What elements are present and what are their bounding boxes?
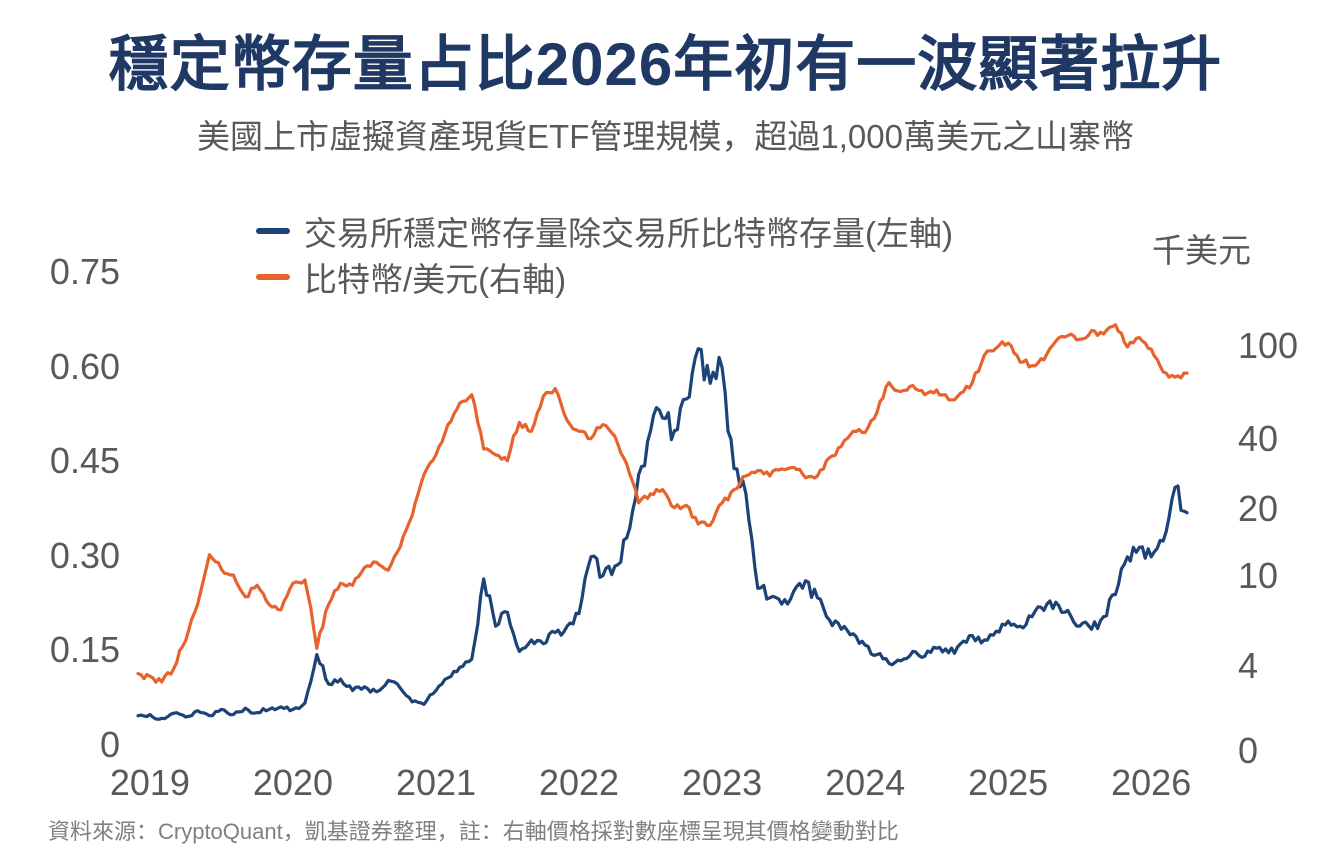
x-axis-tick: 2019 [109,762,190,803]
source-note: 資料來源：CryptoQuant，凱基證券整理，註：右軸價格採對數座標呈現其價格… [48,819,899,844]
x-axis-tick: 2021 [395,762,477,803]
legend-item-btc-usd: 比特幣/美元(右軸) [256,256,953,298]
x-axis-tick: 2020 [252,762,333,803]
chart-subtitle: 美國上市虛擬資產現貨ETF管理規模，超過1,000萬美元之山寨幣 [197,118,1134,155]
x-axis-tick: 2026 [1111,762,1192,803]
left-axis-tick: 0 [99,724,120,766]
right-axis-tick: 4 [1238,645,1259,687]
left-axis-tick: 0.60 [49,346,120,388]
left-axis-tick: 0.30 [49,535,120,577]
right-axis-tick: 20 [1238,488,1279,530]
series-stablecoin-ratio-line [136,347,1189,721]
right-axis-tick: 0 [1238,730,1259,772]
x-axis-tick: 2022 [538,762,620,803]
chart-title: 穩定幣存量占比2026年初有一波顯著拉升 [108,31,1223,98]
legend: 交易所穩定幣存量除交易所比特幣存量(左軸) 比特幣/美元(右軸) [256,210,953,298]
legend-item-stablecoin-ratio: 交易所穩定幣存量除交易所比特幣存量(左軸) [256,210,953,252]
right-axis-tick: 100 [1238,325,1299,367]
right-axis-tick: 10 [1238,555,1279,597]
right-axis-tick: 40 [1238,418,1279,460]
series-btc-usd-line [136,323,1189,684]
left-axis-tick: 0.15 [49,629,120,671]
legend-line-swatch-blue-icon [256,228,290,234]
x-axis-tick: 2025 [968,762,1049,803]
x-axis-tick: 2024 [825,762,906,803]
left-axis-tick: 0.75 [49,251,120,293]
legend-label-btc-usd: 比特幣/美元(右軸) [304,261,567,298]
legend-line-swatch-orange-icon [256,274,290,280]
legend-label-stablecoin-ratio: 交易所穩定幣存量除交易所比特幣存量(左軸) [304,215,953,252]
left-axis-tick: 0.45 [49,440,120,482]
x-axis-tick: 2023 [682,762,763,803]
right-axis-unit-label: 千美元 [1152,232,1251,269]
